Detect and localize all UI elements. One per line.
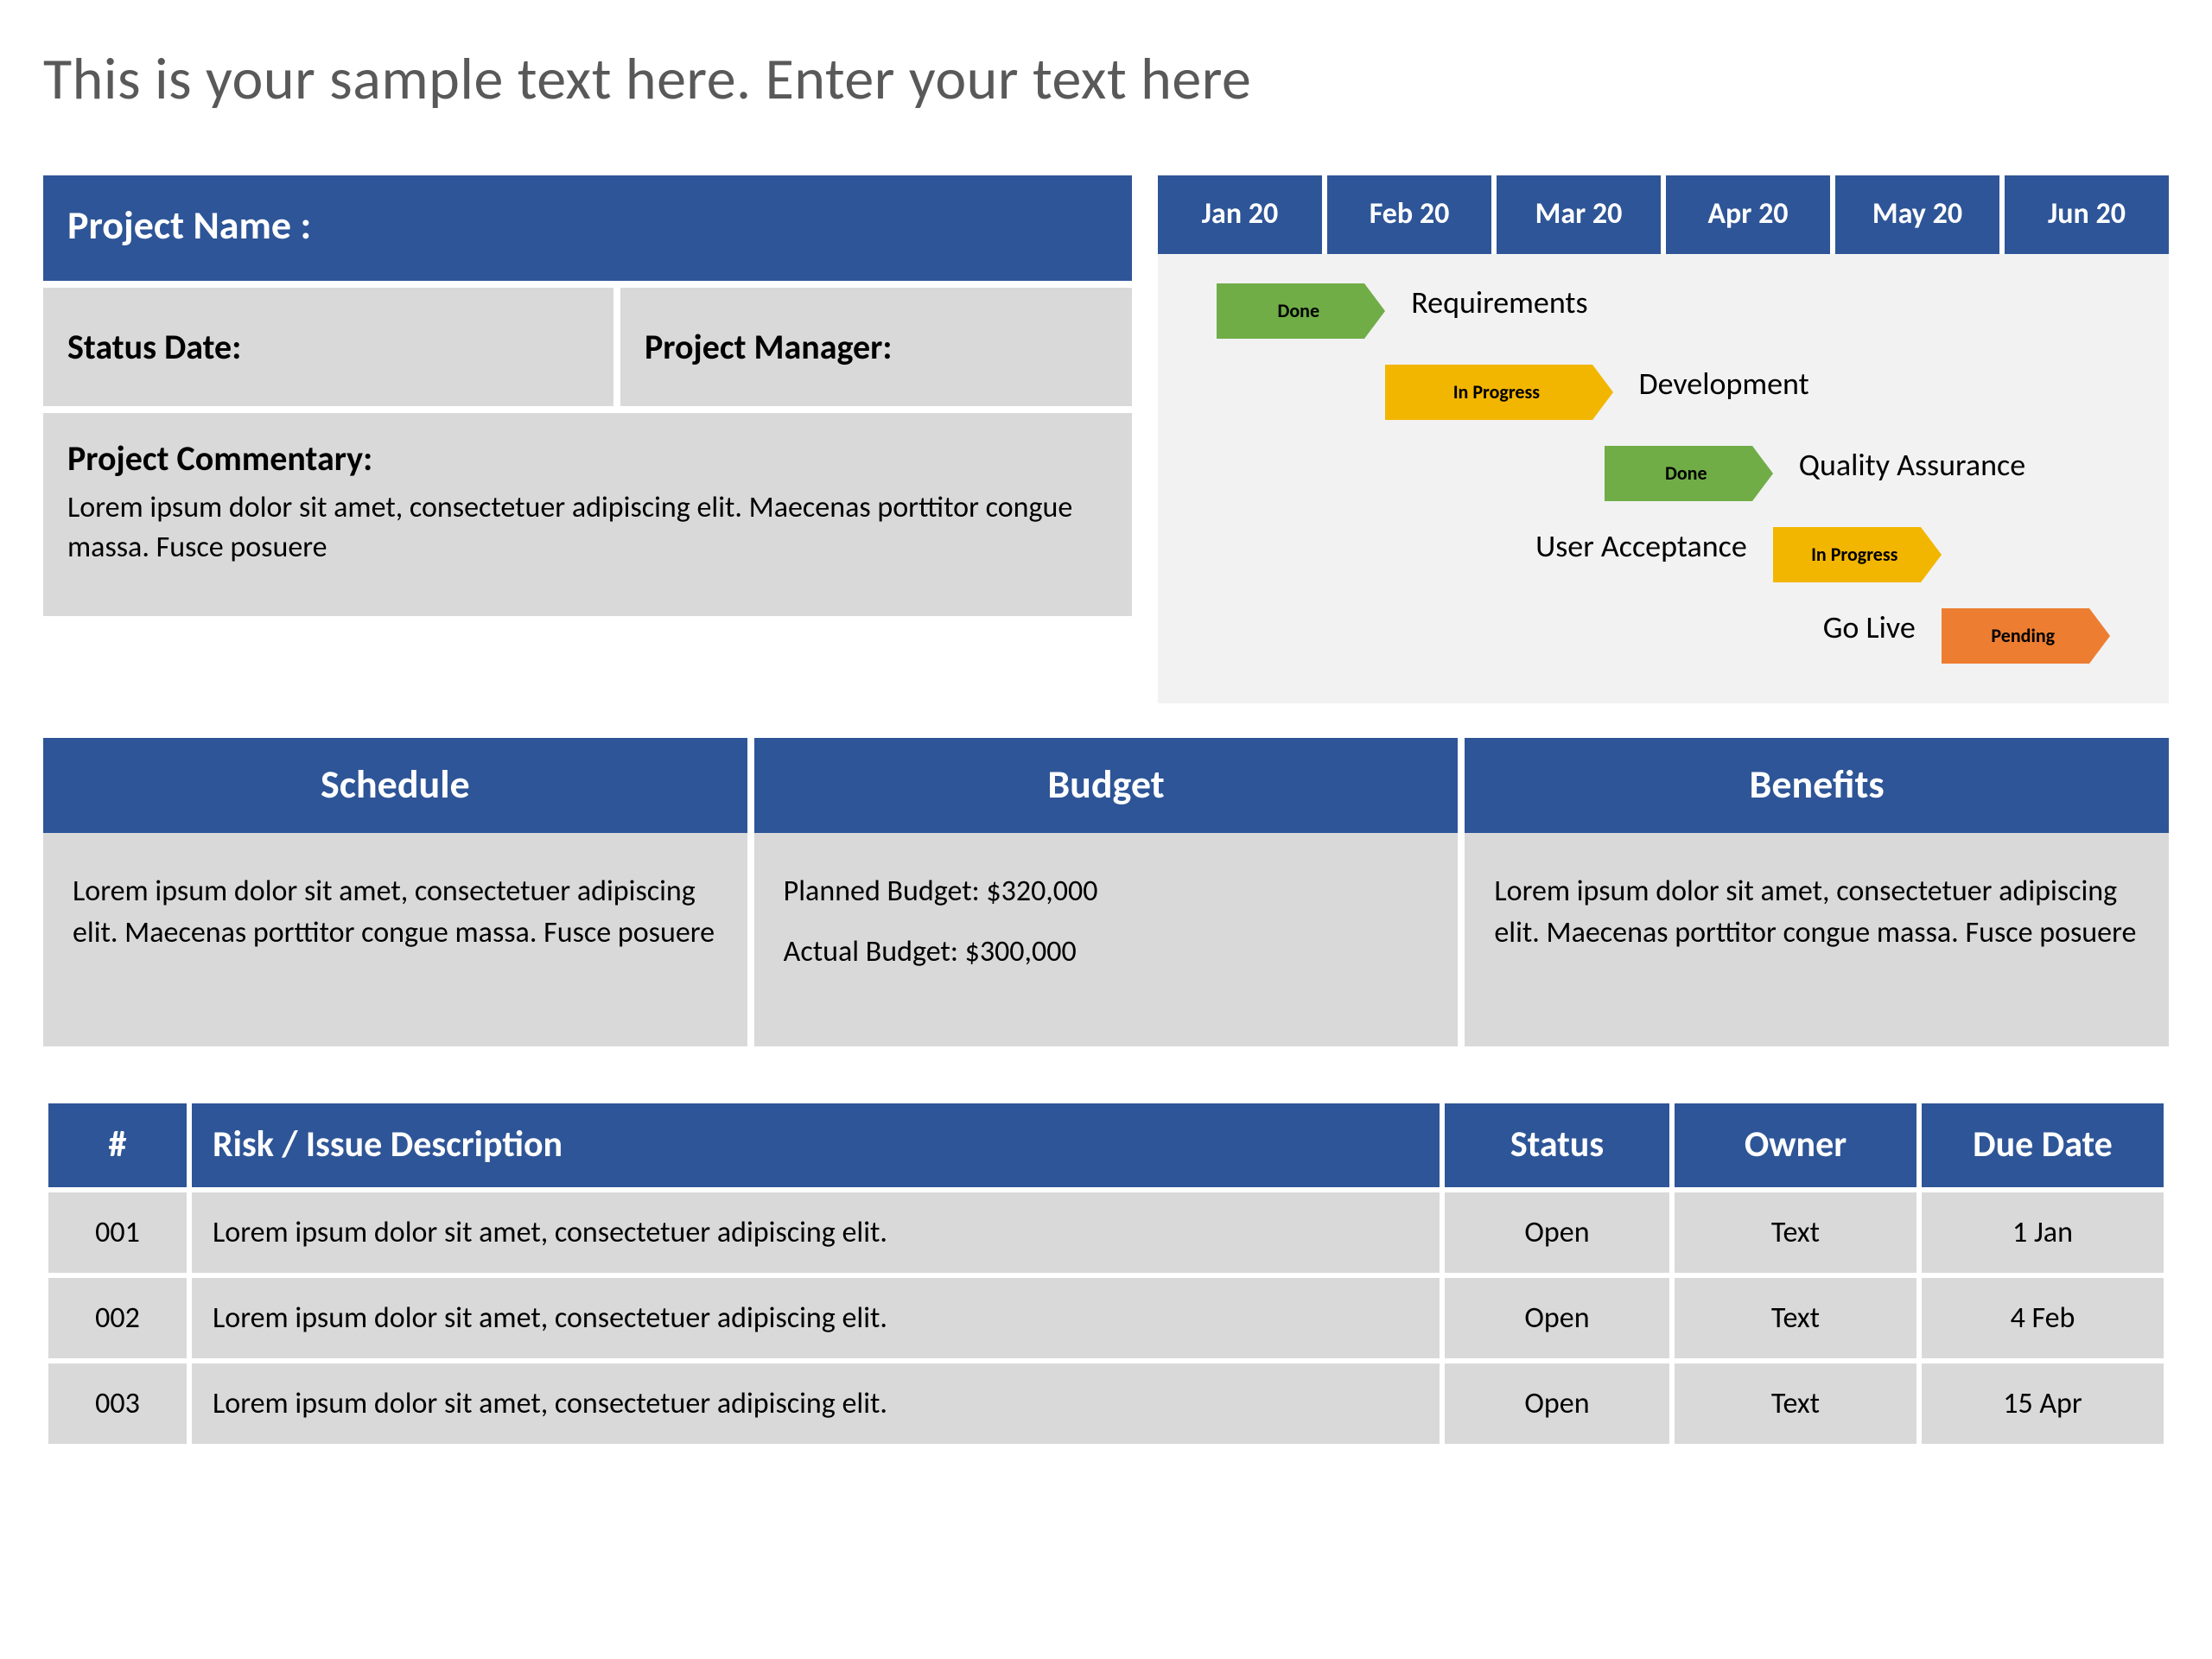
project-commentary: Project Commentary: Lorem ipsum dolor si… <box>43 413 1132 616</box>
timeline-phase-label: Quality Assurance <box>1799 446 2025 484</box>
budget-body: Planned Budget: $320,000 Actual Budget: … <box>754 833 1459 1046</box>
risk-due: 1 Jan <box>1922 1192 2164 1273</box>
timeline-month: Feb 20 <box>1327 175 1491 254</box>
risk-desc: Lorem ipsum dolor sit amet, consectetuer… <box>192 1363 1440 1444</box>
budget-panel: Budget Planned Budget: $320,000 Actual B… <box>754 738 1459 1046</box>
risk-num: 003 <box>48 1363 187 1444</box>
budget-actual: Actual Budget: $300,000 <box>784 931 1429 973</box>
col-desc: Risk / Issue Description <box>192 1103 1440 1187</box>
timeline-month: Jun 20 <box>2005 175 2169 254</box>
timeline-status-arrow: Pending <box>1942 608 2110 664</box>
panels: Schedule Lorem ipsum dolor sit amet, con… <box>43 738 2169 1046</box>
schedule-body: Lorem ipsum dolor sit amet, consectetuer… <box>43 833 747 1046</box>
risk-header-row: # Risk / Issue Description Status Owner … <box>48 1103 2164 1187</box>
timeline-status-arrow: In Progress <box>1385 365 1612 420</box>
risk-owner: Text <box>1675 1192 1916 1273</box>
risk-desc: Lorem ipsum dolor sit amet, consectetuer… <box>192 1278 1440 1358</box>
timeline-row: Done Requirements <box>1158 271 2169 353</box>
risk-due: 4 Feb <box>1922 1278 2164 1358</box>
budget-planned: Planned Budget: $320,000 <box>784 871 1429 912</box>
timeline-body: Done Requirements In Progress Development Do… <box>1158 254 2169 703</box>
benefits-panel: Benefits Lorem ipsum dolor sit amet, con… <box>1465 738 2169 1046</box>
risk-owner: Text <box>1675 1278 1916 1358</box>
timeline-month: Mar 20 <box>1497 175 1661 254</box>
timeline-status-arrow: In Progress <box>1773 527 1942 582</box>
table-row: 003Lorem ipsum dolor sit amet, consectet… <box>48 1363 2164 1444</box>
col-due: Due Date <box>1922 1103 2164 1187</box>
timeline-phase-label: Go Live <box>1823 608 1916 646</box>
col-owner: Owner <box>1675 1103 1916 1187</box>
top-row: Project Name : Status Date: Project Mana… <box>43 175 2169 703</box>
timeline-month: May 20 <box>1835 175 1999 254</box>
risk-status: Open <box>1445 1278 1669 1358</box>
page-title: This is your sample text here. Enter you… <box>43 43 2169 115</box>
timeline-month: Apr 20 <box>1666 175 1830 254</box>
timeline-row: In Progress Development <box>1158 353 2169 434</box>
table-row: 002Lorem ipsum dolor sit amet, consectet… <box>48 1278 2164 1358</box>
budget-title: Budget <box>754 738 1459 833</box>
timeline: Jan 20Feb 20Mar 20Apr 20May 20Jun 20 Don… <box>1158 175 2169 703</box>
timeline-header: Jan 20Feb 20Mar 20Apr 20May 20Jun 20 <box>1158 175 2169 254</box>
timeline-row: Pending Go Live <box>1158 596 2169 677</box>
timeline-month: Jan 20 <box>1158 175 1322 254</box>
col-status: Status <box>1445 1103 1669 1187</box>
timeline-status-arrow: Done <box>1605 446 1773 501</box>
risk-table: # Risk / Issue Description Status Owner … <box>43 1098 2169 1449</box>
project-name-header: Project Name : <box>43 175 1132 281</box>
timeline-phase-label: Requirements <box>1411 283 1587 321</box>
risk-num: 001 <box>48 1192 187 1273</box>
risk-num: 002 <box>48 1278 187 1358</box>
status-date-cell: Status Date: <box>43 288 613 406</box>
risk-desc: Lorem ipsum dolor sit amet, consectetuer… <box>192 1192 1440 1273</box>
timeline-row: In Progress User Acceptance <box>1158 515 2169 596</box>
risk-status: Open <box>1445 1192 1669 1273</box>
commentary-label: Project Commentary: <box>67 437 1108 480</box>
col-num: # <box>48 1103 187 1187</box>
project-manager-cell: Project Manager: <box>620 288 1132 406</box>
benefits-title: Benefits <box>1465 738 2169 833</box>
risk-due: 15 Apr <box>1922 1363 2164 1444</box>
commentary-text: Lorem ipsum dolor sit amet, consectetuer… <box>67 488 1108 568</box>
risk-status: Open <box>1445 1363 1669 1444</box>
schedule-title: Schedule <box>43 738 747 833</box>
timeline-phase-label: User Acceptance <box>1535 527 1747 565</box>
schedule-panel: Schedule Lorem ipsum dolor sit amet, con… <box>43 738 747 1046</box>
timeline-row: Done Quality Assurance <box>1158 434 2169 515</box>
benefits-body: Lorem ipsum dolor sit amet, consectetuer… <box>1465 833 2169 1046</box>
timeline-status-arrow: Done <box>1217 283 1385 339</box>
project-info: Project Name : Status Date: Project Mana… <box>43 175 1132 703</box>
timeline-phase-label: Development <box>1639 365 1809 403</box>
table-row: 001Lorem ipsum dolor sit amet, consectet… <box>48 1192 2164 1273</box>
risk-owner: Text <box>1675 1363 1916 1444</box>
